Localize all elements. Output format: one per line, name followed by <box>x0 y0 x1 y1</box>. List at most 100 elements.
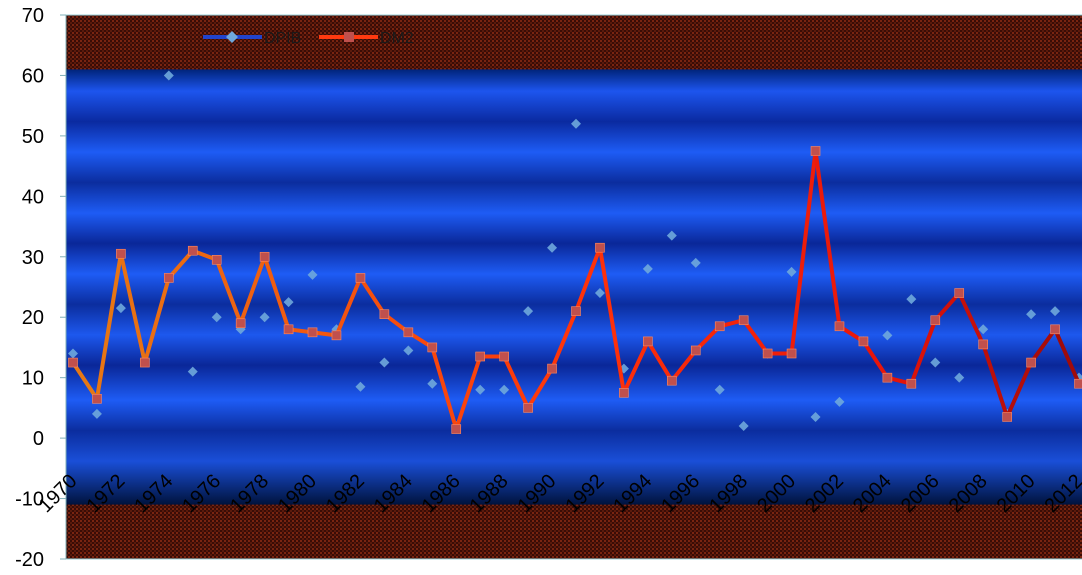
dm2-line-segment <box>142 275 171 365</box>
dpib-point <box>475 384 486 395</box>
dm2-point <box>834 321 845 332</box>
dm2-point <box>1026 357 1036 368</box>
dm2-point <box>403 327 414 338</box>
dpib-point <box>307 269 318 280</box>
legend-dm2-label: DM2 <box>380 30 414 47</box>
legend-dm2-marker <box>344 32 354 42</box>
dm2-line-segment <box>238 254 267 326</box>
y-tick-label: 0 <box>33 428 44 450</box>
dm2-point <box>595 242 605 253</box>
dm2-point <box>475 351 485 362</box>
dm2-line-segment <box>1005 360 1034 419</box>
dpib-point <box>642 263 653 274</box>
dm2-line-segment <box>502 354 531 410</box>
dm2-point <box>116 248 126 259</box>
dm2-line-segment <box>430 345 459 432</box>
dm2-point <box>164 273 174 283</box>
dm2-line-segment <box>94 251 123 401</box>
dpib-point <box>403 345 414 356</box>
dpib-point <box>547 242 558 253</box>
dpib-point <box>666 230 677 241</box>
dm2-point <box>1050 324 1060 335</box>
series-layer <box>68 70 1082 434</box>
dm2-line-segment <box>334 275 363 338</box>
dm2-line-segment <box>957 291 986 347</box>
dm2-point <box>68 357 78 368</box>
dpib-point <box>786 266 797 277</box>
dm2-line-segment <box>597 245 626 395</box>
dm2-point <box>786 348 797 359</box>
dm2-point <box>499 351 509 362</box>
dm2-point <box>930 315 941 326</box>
dm2-point <box>1002 412 1012 422</box>
y-tick-label: 50 <box>22 126 44 148</box>
dm2-point <box>331 330 342 341</box>
dpib-point <box>283 297 294 308</box>
dpib-point <box>91 408 102 419</box>
dm2-point <box>92 394 102 404</box>
dpib-point <box>187 366 198 377</box>
y-tick-label: -10 <box>15 489 44 511</box>
dm2-point <box>187 245 198 256</box>
dpib-point <box>690 257 701 268</box>
dm2-point <box>235 318 246 329</box>
dpib-point <box>714 384 725 395</box>
dm2-point <box>571 306 581 316</box>
dpib-point <box>355 381 366 392</box>
dpib-point <box>115 303 126 314</box>
dpib-point <box>427 378 438 389</box>
dm2-line-segment <box>861 339 890 380</box>
dm2-line-segment <box>741 318 770 356</box>
dm2-point <box>355 273 366 283</box>
y-tick-label: 10 <box>22 368 44 390</box>
dm2-line-segment <box>669 348 698 383</box>
dm2-point <box>427 342 438 353</box>
dm2-point <box>858 336 869 347</box>
y-tick-label: 70 <box>22 5 44 27</box>
dpib-point <box>906 294 917 305</box>
dpib-point <box>163 70 174 81</box>
legend-dpib-label: DPIB <box>264 30 301 47</box>
dpib-point <box>810 411 821 422</box>
y-axis: -20 -10 0 10 20 30 40 50 60 70 <box>15 5 67 571</box>
dm2-point <box>619 387 629 398</box>
y-tick-label: -20 <box>15 549 44 571</box>
dm2-line-segment <box>789 149 818 356</box>
dpib-point <box>211 312 222 323</box>
dm2-point <box>379 309 390 320</box>
dm2-point <box>714 321 725 332</box>
dm2-point <box>978 339 988 350</box>
legend-dpib-marker <box>226 31 238 43</box>
dm2-point <box>882 372 893 383</box>
dpib-point <box>930 357 941 368</box>
dpib-point <box>523 306 534 317</box>
dm2-line-segment <box>909 318 938 386</box>
dpib-point <box>882 330 893 341</box>
dm2-point <box>451 424 462 434</box>
dm2-line-segment <box>813 149 842 329</box>
dpib-point <box>978 324 989 335</box>
dm2-line-segment <box>981 342 1010 419</box>
inner-band <box>66 69 1082 505</box>
dpib-point <box>379 357 390 368</box>
dm2-point <box>283 324 294 335</box>
dm2-point <box>690 345 701 356</box>
dm2-line-segment <box>645 339 674 383</box>
dpib-point <box>571 118 581 129</box>
dm2-point <box>547 363 557 374</box>
y-tick-label: 40 <box>22 186 44 208</box>
dm2-line-segment <box>550 309 578 371</box>
dm2-point <box>762 348 773 359</box>
dm2-line-segment <box>1029 327 1058 365</box>
dm2-point <box>140 357 150 368</box>
dpib-point <box>1050 306 1061 317</box>
dm2-line-segment <box>1053 327 1081 386</box>
legend: DPIB DM2 <box>203 30 414 47</box>
dm2-line-segment <box>454 354 483 432</box>
dpib-point <box>499 384 510 395</box>
dpib-point <box>68 348 78 359</box>
dpib-point <box>954 372 965 383</box>
dm2-point <box>954 288 965 298</box>
y-tick-label: 30 <box>22 247 44 269</box>
